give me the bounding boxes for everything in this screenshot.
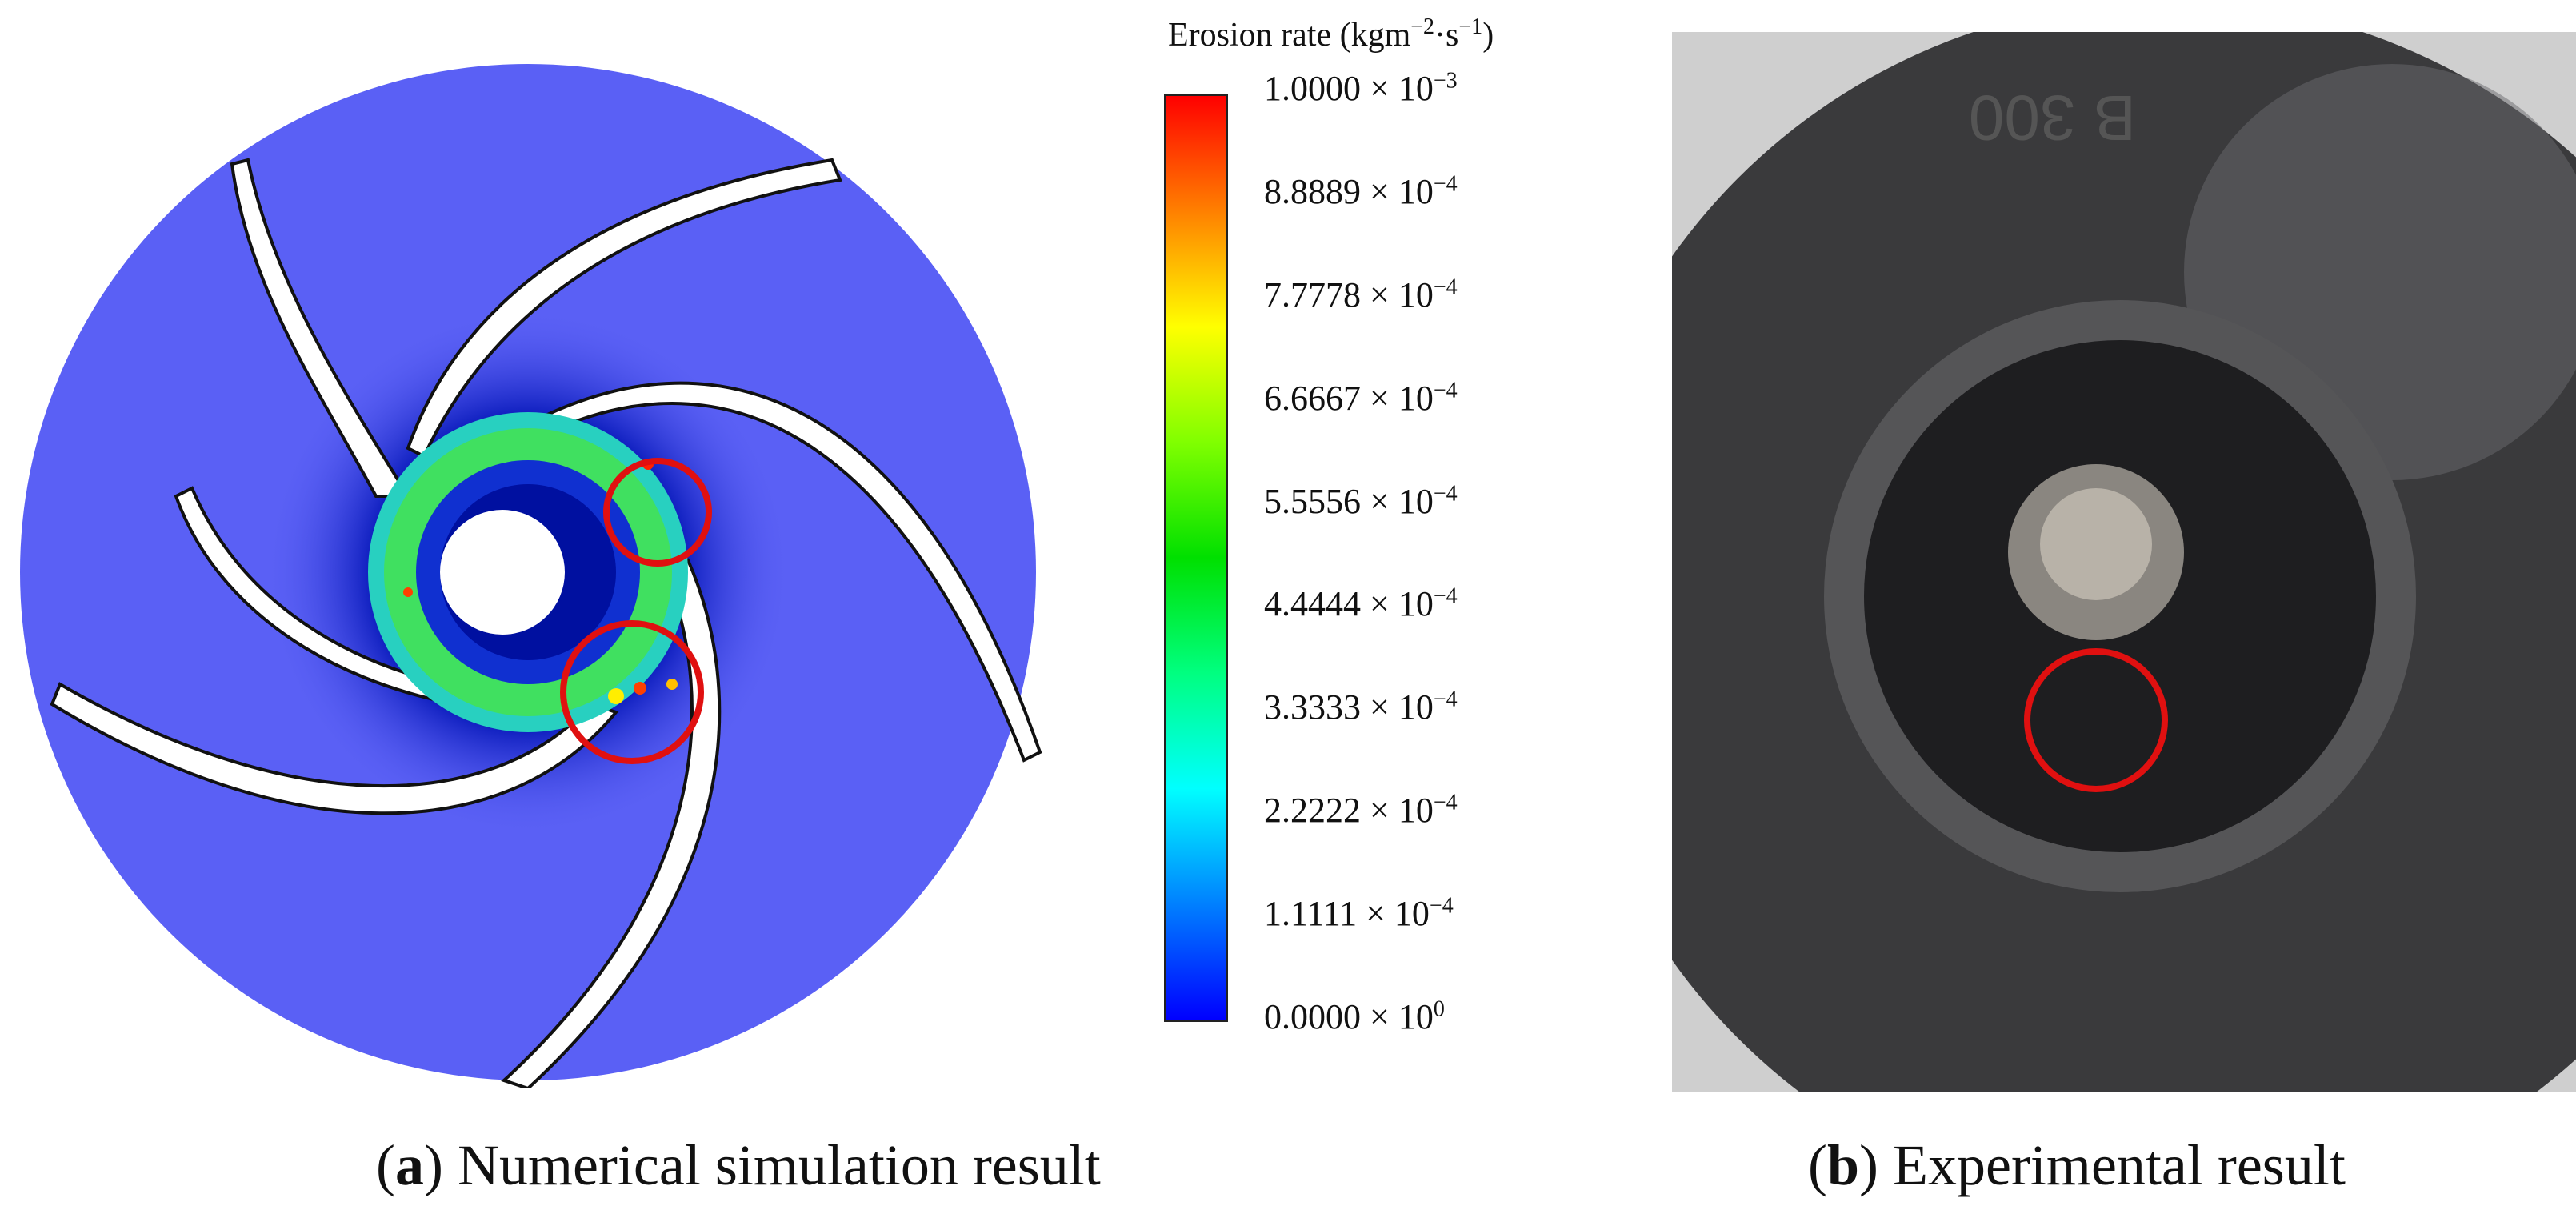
highlight-circle-upper — [603, 458, 712, 567]
erosion-hotspots — [403, 459, 678, 704]
colorbar-tick-label: 6.6667 × 10−4 — [1264, 378, 1458, 418]
colorbar-tick-label: 1.0000 × 10−3 — [1264, 68, 1458, 108]
casting-stamp: B 300 — [1969, 82, 2136, 154]
colorbar-tick-label: 1.1111 × 10−4 — [1264, 893, 1454, 934]
impeller-simulation-figure — [20, 64, 1042, 1088]
colorbar-tick-label: 7.7778 × 10−4 — [1264, 274, 1458, 315]
colorbar-gradient — [1164, 94, 1228, 1022]
inlet-hub-center — [2040, 488, 2152, 600]
colorbar-tick-label: 2.2222 × 10−4 — [1264, 790, 1458, 831]
hub-hole — [440, 510, 565, 635]
colorbar-tick-label: 0.0000 × 100 — [1264, 996, 1445, 1036]
blade-3 — [539, 381, 1042, 763]
experimental-photo: B 300 — [1672, 32, 2576, 1092]
caption-b: (b) Experimental result — [1808, 1133, 2346, 1197]
highlight-circle-photo — [2024, 648, 2168, 792]
colorbar-tick-label: 8.8889 × 10−4 — [1264, 171, 1458, 211]
colorbar-tick-label: 3.3333 × 10−4 — [1264, 687, 1458, 727]
colorbar-title: Erosion rate (kgm−2·s−1) — [1168, 14, 1494, 54]
colorbar-tick-label: 4.4444 × 10−4 — [1264, 583, 1458, 624]
blade-5 — [50, 682, 619, 815]
impeller-blades — [50, 158, 1042, 1088]
colorbar-tick-label: 5.5556 × 10−4 — [1264, 480, 1458, 521]
blade-4 — [501, 558, 722, 1088]
highlight-circle-lower — [560, 620, 704, 764]
caption-a: (a) Numerical simulation result — [376, 1133, 1101, 1197]
blade-1 — [230, 158, 411, 498]
blade-2 — [406, 158, 842, 459]
